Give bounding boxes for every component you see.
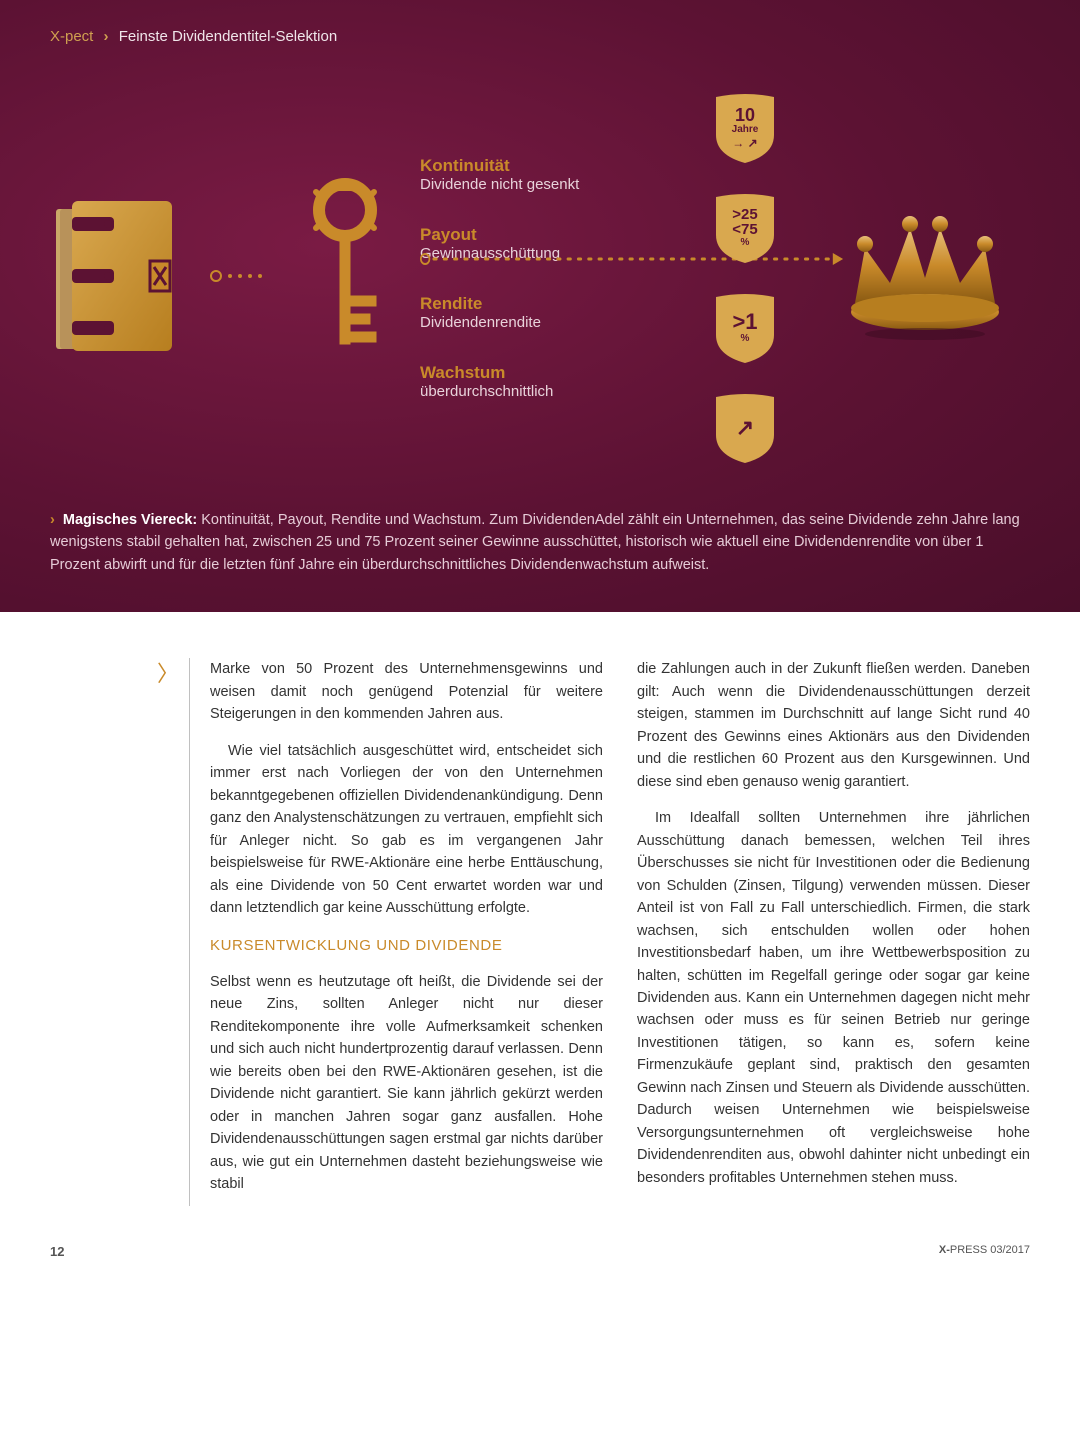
- badge-10-jahre: 10 Jahre → ↗: [712, 91, 778, 165]
- criterion-rendite: Rendite Dividendenrendite: [420, 294, 670, 331]
- badge-unit: Jahre: [732, 124, 759, 136]
- article-gutter: 〉: [50, 658, 190, 1206]
- badge-column: 10 Jahre → ↗ >25 <75 % >1 % ↗: [700, 91, 790, 465]
- article-paragraph: Wie viel tatsächlich ausgeschüttet wird,…: [210, 740, 603, 920]
- issue-label: X-PRESS 03/2017: [939, 1244, 1030, 1259]
- badge-payout-range: >25 <75 %: [712, 191, 778, 265]
- article-paragraph: Selbst wenn es heutzutage oft heißt, die…: [210, 971, 603, 1196]
- key-icon: [300, 176, 390, 381]
- criterion-payout: Payout Gewinnausschüttung: [420, 225, 670, 262]
- selection-diagram: Kontinuität Dividende nicht gesenkt Payo…: [50, 91, 1030, 465]
- page-number: 12: [50, 1244, 64, 1259]
- badge-unit: %: [741, 237, 750, 249]
- book-icon: [50, 191, 180, 366]
- badge-value: >25: [732, 207, 757, 222]
- badge-unit: %: [741, 333, 750, 345]
- chevron-right-icon: 〉: [157, 656, 179, 688]
- breadcrumb: X-pect › Feinste Dividendentitel-Selekti…: [50, 28, 1030, 45]
- article-subheading: KURSENTWICKLUNG UND DIVIDENDE: [210, 934, 603, 957]
- article-paragraph: Im Idealfall sollten Unternehmen ihre jä…: [637, 807, 1030, 1189]
- hero-infographic: X-pect › Feinste Dividendentitel-Selekti…: [0, 0, 1080, 612]
- article-paragraph: Marke von 50 Prozent des Unternehmensgew…: [210, 658, 603, 725]
- vertical-rule: [189, 658, 190, 1206]
- badge-value2: <75: [732, 222, 757, 237]
- breadcrumb-title: Feinste Dividendentitel-Selektion: [119, 28, 337, 45]
- criterion-title: Wachstum: [420, 363, 670, 383]
- badge-rendite: >1 %: [712, 291, 778, 365]
- article-body: 〉 Marke von 50 Prozent des Unternehmensg…: [0, 612, 1080, 1236]
- infographic-caption: › Magisches Viereck: Kontinuität, Payout…: [50, 509, 1030, 576]
- criterion-subtitle: Dividende nicht gesenkt: [420, 176, 670, 193]
- issue-prefix: X-: [939, 1244, 950, 1256]
- criterion-wachstum: Wachstum überdurchschnittlich: [420, 363, 670, 400]
- criteria-list: Kontinuität Dividende nicht gesenkt Payo…: [420, 156, 670, 400]
- criterion-subtitle: Gewinnausschüttung: [420, 245, 670, 262]
- criterion-subtitle: Dividendenrendite: [420, 314, 670, 331]
- dotted-connector-icon: [210, 269, 270, 288]
- article-paragraph: die Zahlungen auch in der Zukunft fließe…: [637, 658, 1030, 793]
- badge-wachstum: ↗: [712, 391, 778, 465]
- issue-rest: PRESS 03/2017: [950, 1244, 1030, 1256]
- arrow-up-icon: → ↗: [732, 136, 757, 150]
- page-footer: 12 X-PRESS 03/2017: [0, 1236, 1080, 1285]
- badge-value: >1: [732, 311, 757, 333]
- criterion-title: Payout: [420, 225, 670, 245]
- chevron-right-icon: ›: [50, 512, 55, 528]
- chevron-right-icon: ›: [104, 28, 109, 45]
- crown-icon: [820, 208, 1030, 348]
- badge-value: 10: [735, 106, 755, 124]
- arrow-up-icon: ↗: [736, 417, 754, 439]
- criterion-title: Rendite: [420, 294, 670, 314]
- article-columns: Marke von 50 Prozent des Unternehmensgew…: [210, 658, 1030, 1206]
- criterion-title: Kontinuität: [420, 156, 670, 176]
- breadcrumb-brand: X-pect: [50, 28, 93, 45]
- criterion-kontinuitaet: Kontinuität Dividende nicht gesenkt: [420, 156, 670, 193]
- criterion-subtitle: überdurchschnittlich: [420, 383, 670, 400]
- caption-lead: Magisches Viereck:: [63, 512, 197, 528]
